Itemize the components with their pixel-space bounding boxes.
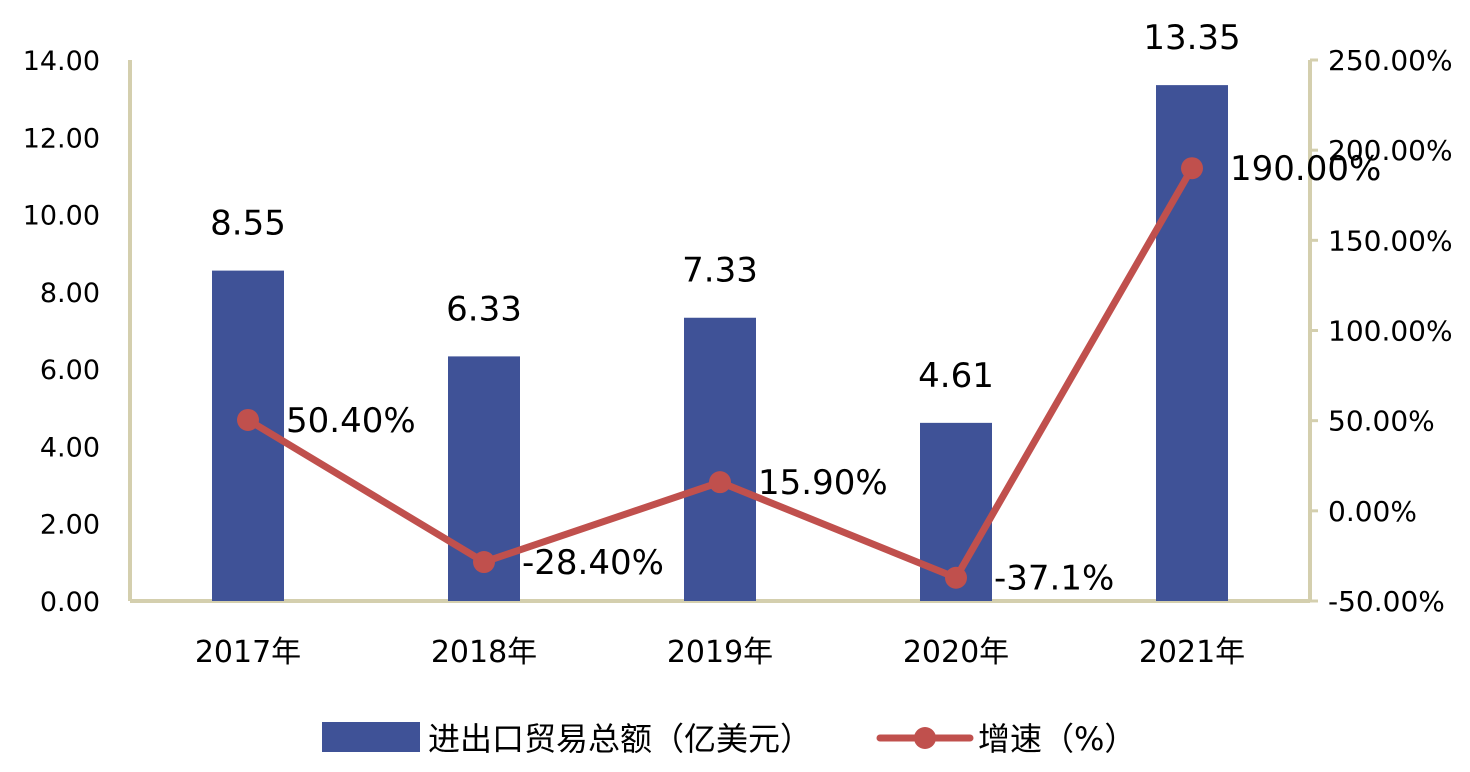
bar-data-label: 6.33	[446, 289, 522, 329]
x-tick-label: 2019年	[667, 635, 773, 670]
x-tick-label: 2017年	[195, 635, 301, 670]
bar-data-label: 7.33	[682, 251, 758, 291]
y-left-tick-label: 0.00	[40, 587, 100, 618]
y-right-tick-label: 100.00%	[1328, 315, 1453, 348]
line-data-label: 15.90%	[758, 463, 888, 503]
legend-line-marker	[914, 727, 936, 749]
bar-data-label: 13.35	[1143, 18, 1240, 58]
y-left-tick-label: 2.00	[40, 510, 100, 541]
bars-group	[212, 85, 1228, 601]
y-right-tick-label: 50.00%	[1328, 405, 1435, 438]
y-left-tick-label: 6.00	[40, 355, 100, 386]
line-data-label: -28.40%	[522, 543, 664, 583]
y-right-tick-label: 0.00%	[1328, 495, 1417, 528]
bar	[684, 317, 756, 601]
growth-marker	[1181, 157, 1203, 180]
axes-group: 0.00 2.00 4.00 6.00 8.00 10.00 12.00 14.00 -50.0…	[23, 44, 1453, 670]
y-left-tick-label: 4.00	[40, 432, 100, 463]
legend-bar-swatch	[322, 722, 420, 752]
growth-marker	[473, 551, 495, 574]
y-right-tick-label: 150.00%	[1328, 224, 1453, 257]
growth-marker	[709, 471, 731, 494]
y-left-tick-label: 12.00	[23, 123, 100, 154]
legend-line-label: 增速（%）	[978, 720, 1136, 758]
line-data-label: 190.00%	[1230, 149, 1381, 189]
growth-marker	[945, 566, 967, 589]
y-right-tick-label: 200.00%	[1328, 134, 1453, 167]
bar-data-label: 4.61	[918, 356, 994, 396]
bar-data-label: 8.55	[210, 204, 286, 244]
y-left-tick-label: 14.00	[23, 46, 100, 77]
y-left-tick-label: 8.00	[40, 278, 100, 309]
line-data-label: -37.1%	[994, 559, 1114, 599]
x-tick-label: 2018年	[431, 635, 537, 670]
legend-bar-label: 进出口贸易总额（亿美元）	[428, 720, 812, 758]
legend: 进出口贸易总额（亿美元） 增速（%）	[322, 720, 1136, 758]
data-labels-group: 8.55 6.33 7.33 4.61 13.35 50.40% -28.40% 15.90%…	[210, 18, 1381, 599]
y-right-tick-label: 250.00%	[1328, 44, 1453, 77]
y-left-tick-label: 10.00	[23, 201, 100, 232]
x-tick-label: 2020年	[903, 635, 1009, 670]
growth-marker	[237, 408, 259, 431]
x-tick-label: 2021年	[1139, 635, 1245, 670]
line-data-label: 50.40%	[286, 401, 416, 441]
y-right-tick-label: -50.00%	[1328, 585, 1445, 618]
line-series-group	[237, 157, 1203, 589]
